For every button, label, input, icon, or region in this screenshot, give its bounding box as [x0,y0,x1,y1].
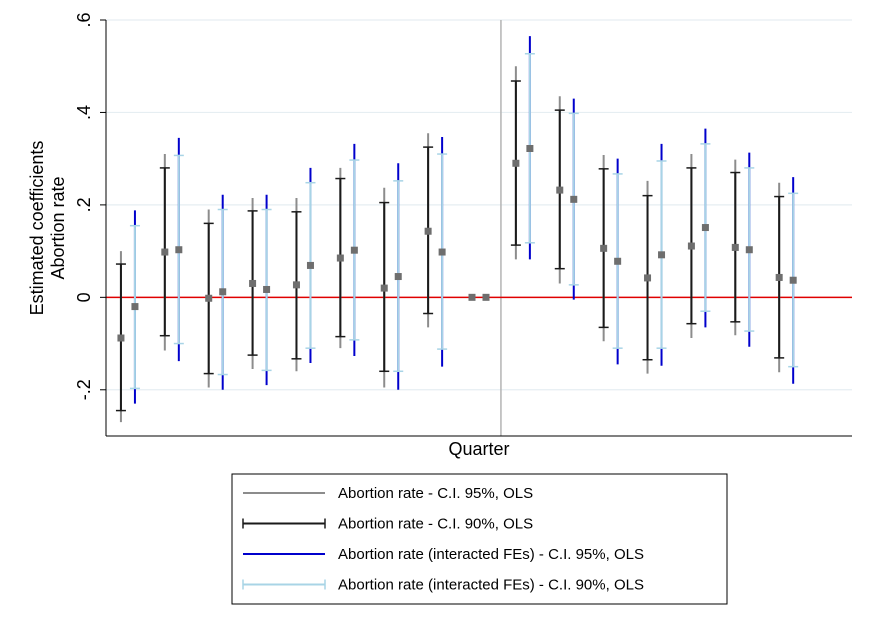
coefficient-marker [600,244,608,252]
coefficient-marker [789,276,797,284]
series-1 [115,66,785,423]
coefficient-marker [775,273,783,281]
coefficient-marker [131,303,139,311]
axes [105,20,852,437]
coefficient-marker [556,186,564,194]
coefficient-marker [731,243,739,251]
y-tick-label: .6 [74,12,94,27]
legend-label: Abortion rate (interacted FEs) - C.I. 90… [338,577,644,594]
legend-item: Abortion rate - C.I. 90%, OLS [242,516,533,533]
x-axis-label: Quarter [448,439,509,459]
legend-label: Abortion rate - C.I. 95%, OLS [338,485,533,502]
coefficient-marker [687,242,695,250]
legend-box [231,473,728,605]
coefficient-marker [161,248,169,256]
coefficient-marker [570,195,578,203]
coefficient-marker [175,246,183,254]
series-2 [129,36,799,404]
legend-item: Abortion rate (interacted FEs) - C.I. 90… [242,577,644,594]
coefficient-marker [468,293,476,301]
legend-label: Abortion rate - C.I. 90%, OLS [338,516,533,533]
coefficient-marker [249,279,257,287]
coefficient-marker [644,274,652,282]
legend-items: Abortion rate - C.I. 95%, OLS Abortion ra… [242,485,644,594]
error-bar-series [115,36,799,423]
coefficient-marker [701,224,709,232]
y-tick-label: .2 [74,197,94,212]
coefficient-marker [482,293,490,301]
legend-item: Abortion rate - C.I. 95%, OLS [243,485,533,502]
coefficient-marker [438,248,446,256]
coefficient-marker [205,294,213,302]
coefficient-marker [117,334,125,342]
coefficient-marker [380,284,388,292]
coefficient-marker [614,257,622,265]
coefficient-marker [424,227,432,235]
coefficient-marker [219,288,227,296]
y-axis-label-line-1: Estimated coefficients [27,141,47,316]
y-tick-labels: -.2 0 .2 .4 .6 [74,12,106,400]
coefficient-marker [526,144,534,152]
legend: Abortion rate - C.I. 95%, OLS Abortion ra… [231,473,728,605]
legend-label: Abortion rate (interacted FEs) - C.I. 95… [338,546,644,563]
y-tick-label: 0 [74,292,94,302]
coefficient-marker [336,254,344,262]
coefficient-marker [394,273,402,281]
y-tick-label: .4 [74,105,94,120]
legend-item: Abortion rate (interacted FEs) - C.I. 95… [243,546,644,563]
coefficient-marker [512,159,520,167]
y-tick-label: -.2 [74,379,94,400]
coefficient-marker [350,246,358,254]
coefficient-marker [745,246,753,254]
coefficient-marker [658,251,666,259]
coefficient-marker [306,261,314,269]
coefficient-marker [292,281,300,289]
coefficient-marker [263,285,271,293]
y-axis-label-line-2: Abortion rate [48,176,68,279]
